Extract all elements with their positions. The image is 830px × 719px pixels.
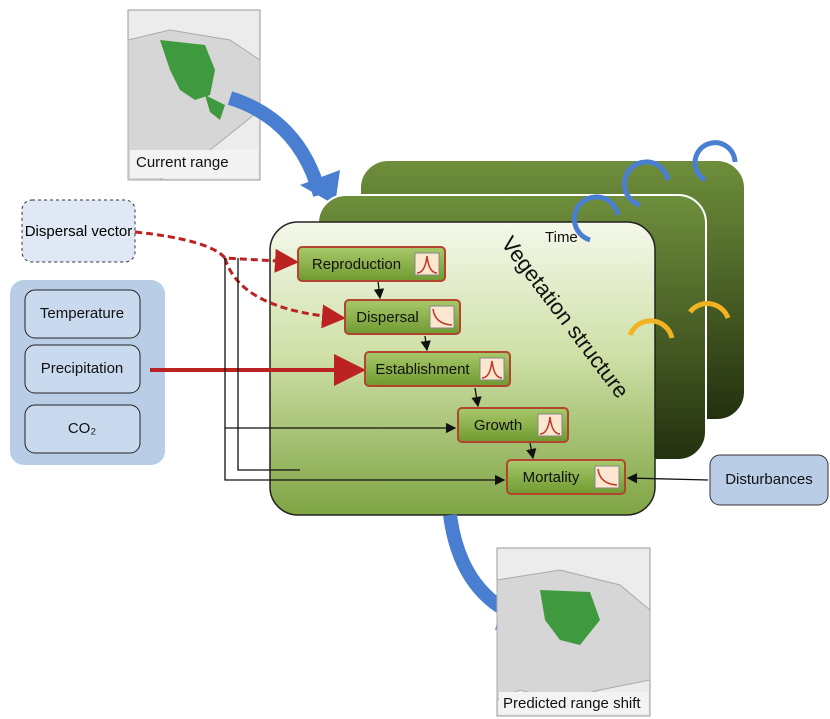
process-label: Mortality [523,469,580,486]
climate-label: Temperature [40,305,124,322]
time-label: Time [545,229,578,246]
process-label: Reproduction [312,256,401,273]
diagram: Current range Time Vegetation structure … [0,0,830,719]
process-label: Growth [474,417,522,434]
dispersal-vector-wrap: Dispersal vector [22,200,135,262]
predicted-map-label: Predicted range shift [503,695,641,712]
process-label: Establishment [375,361,470,378]
climate-label: CO₂ [68,420,97,437]
disturbances-label: Disturbances [725,471,813,488]
climate-label: Precipitation [41,360,124,377]
dispersal-vector-label: Dispersal vector [22,200,135,262]
current-map-label: Current range [136,154,229,171]
predicted-map: Predicted range shift [497,548,650,716]
process-label: Dispersal [356,309,419,326]
